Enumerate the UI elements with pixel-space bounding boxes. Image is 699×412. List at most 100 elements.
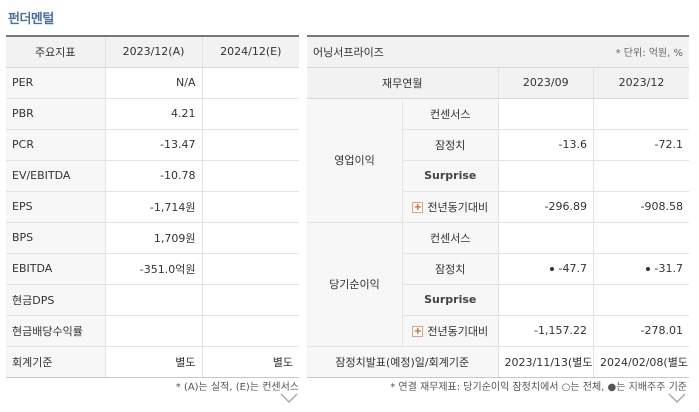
row-estimate [202,160,299,192]
dot-icon [549,267,554,271]
row-actual: N/A [105,67,203,99]
unit-label: * 단위: 억원, % [498,35,689,68]
row-label: PBR [6,98,106,130]
period-col-2: 2023/12 [593,67,689,99]
row-label: PER [6,67,106,99]
value-q1 [498,222,594,254]
table-row: Surprise [307,160,689,192]
table-row: EPS -1,714원 [6,191,299,223]
value-q1: -296.89 [498,191,594,223]
row-estimate [202,129,299,161]
value-q2 [593,222,689,254]
row-actual: 별도 [105,346,203,378]
table-row: 잠정치발표(예정)일/회계기준 2023/11/13(별도) 2024/02/0… [307,346,689,378]
value-q1-cell: -47.7 [498,253,594,285]
row-actual [105,284,203,316]
value-q1: -1,157.22 [498,315,594,347]
item-label: Surprise [402,160,499,192]
row-actual: -13.47 [105,129,203,161]
announce-date-q2: 2024/02/08(별도) [593,346,689,378]
right-footnote: * 연결 재무제표: 당기순이익 잠정치에서 ○는 전체, ●는 지배주주 기준 [390,382,687,393]
announce-date-label: 잠정치발표(예정)일/회계기준 [307,346,499,378]
table-row: 잠정치 -13.6 -72.1 [307,129,689,161]
table-row: 당기순이익 컨센서스 [307,222,689,347]
table-row: EBITDA -351.0억원 [6,253,299,285]
row-estimate [202,253,299,285]
table-row: PBR 4.21 [6,98,299,130]
chevron-down-icon[interactable] [278,391,300,405]
value-q2: -31.7 [654,262,683,275]
dot-icon [645,267,650,271]
header-estimate: 2024/12(E) [202,35,299,68]
item-label: 잠정치 [402,253,499,285]
plus-icon[interactable]: + [412,326,424,337]
table-row: 현금배당수익률 [6,315,299,347]
value-q2: -72.1 [593,129,689,161]
row-estimate [202,98,299,130]
row-estimate: 별도 [202,346,299,378]
table-row: EV/EBITDA -10.78 [6,160,299,192]
item-label: 잠정치 [402,129,499,161]
row-actual [105,315,203,347]
item-label: Surprise [402,284,499,316]
item-label: 컨센서스 [402,98,499,130]
row-label: 회계기준 [6,346,106,378]
value-q1: -13.6 [498,129,594,161]
header-indicator: 주요지표 [6,35,106,68]
left-footnote: * (A)는 실적, (E)는 컨센서스 [175,382,299,393]
value-q1 [498,98,594,130]
row-label: 현금DPS [6,284,106,316]
row-label: EBITDA [6,253,106,285]
row-estimate [202,315,299,347]
row-actual: 4.21 [105,98,203,130]
value-q2 [593,98,689,130]
value-q2 [593,284,689,316]
item-label: 컨센서스 [402,222,499,254]
value-q2: -908.58 [593,191,689,223]
fundamentals-table: 주요지표 2023/12(A) 2024/12(E) PER N/A PBR 4… [6,35,299,378]
section-title: 펀더멘털 [8,12,54,27]
period-col-1: 2023/09 [498,67,594,99]
period-header-row: 재무연월 2023/09 2023/12 [307,67,689,99]
value-q1: -47.7 [558,262,587,275]
row-estimate [202,222,299,254]
value-q1 [498,160,594,192]
header-actual: 2023/12(A) [105,35,203,68]
row-label: EV/EBITDA [6,160,106,192]
table-row: 잠정치 -47.7 -31.7 [307,253,689,285]
row-actual: -351.0억원 [105,253,203,285]
row-actual: 1,709원 [105,222,203,254]
company-title: 어닝서프라이즈 [307,35,498,68]
row-estimate [202,67,299,99]
value-q1 [498,284,594,316]
value-q2-cell: -31.7 [593,253,689,285]
table-row: 현금DPS [6,284,299,316]
chevron-down-icon[interactable] [666,391,688,405]
row-actual: -1,714원 [105,191,203,223]
row-actual: -10.78 [105,160,203,192]
row-estimate [202,284,299,316]
item-label: 전년동기대비 [427,200,489,214]
item-yoy: + 전년동기대비 [402,315,499,347]
table-row: PCR -13.47 [6,129,299,161]
row-label: EPS [6,191,106,223]
announce-date-q1: 2023/11/13(별도) [498,346,594,378]
table-row: Surprise [307,284,689,316]
item-yoy: + 전년동기대비 [402,191,499,223]
table-row: BPS 1,709원 [6,222,299,254]
row-label: PCR [6,129,106,161]
value-q2 [593,160,689,192]
plus-icon[interactable]: + [412,202,424,213]
table-row: + 전년동기대비 -296.89 -908.58 [307,191,689,223]
earnings-surprise-table: 어닝서프라이즈 * 단위: 억원, % 재무연월 2023/09 2023/12… [307,35,689,378]
period-label: 재무연월 [307,67,499,99]
value-q2: -278.01 [593,315,689,347]
table-row: PER N/A [6,67,299,99]
row-estimate [202,191,299,223]
table-row: 회계기준 별도 별도 [6,346,299,378]
item-label: 전년동기대비 [427,324,489,338]
group-label-net-income: 당기순이익 [307,222,403,347]
table-row: + 전년동기대비 -1,157.22 -278.01 [307,315,689,347]
row-label: 현금배당수익률 [6,315,106,347]
row-label: BPS [6,222,106,254]
